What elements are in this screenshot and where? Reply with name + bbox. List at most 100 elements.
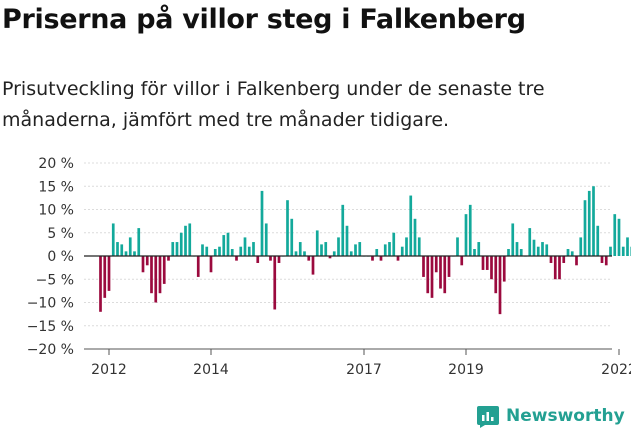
- bar: [218, 246, 221, 256]
- bar: [298, 242, 302, 256]
- bar: [162, 256, 166, 284]
- bar: [575, 256, 578, 266]
- bar: [337, 237, 340, 256]
- bar: [579, 237, 583, 256]
- bar: [558, 256, 561, 280]
- bar: [260, 190, 264, 256]
- bar: [396, 256, 400, 261]
- bar: [375, 249, 379, 256]
- bar: [443, 256, 447, 294]
- bar: [158, 256, 162, 294]
- bar: [264, 223, 268, 256]
- x-tick-label: 2019: [448, 362, 484, 378]
- brand-name: Newsworthy: [506, 406, 625, 426]
- bar: [120, 244, 124, 257]
- chart-labels: 20 % 15 % 10 % 5 % 0 % −5 % −10 % −15 % −20 % 201…: [27, 156, 631, 378]
- bar: [417, 237, 421, 256]
- bar: [485, 256, 489, 270]
- bar: [473, 249, 476, 256]
- bar: [269, 256, 272, 261]
- bar: [303, 251, 306, 256]
- bar: [201, 244, 204, 257]
- bar: [349, 251, 353, 256]
- bar: [490, 256, 493, 280]
- price-change-chart: 20 % 15 % 10 % 5 % 0 % −5 % −10 % −15 % −20 % 201…: [27, 156, 631, 378]
- bar: [320, 244, 323, 257]
- newsworthy-chart-bubble-icon: [477, 406, 499, 428]
- bar: [502, 256, 506, 282]
- bar: [128, 237, 132, 256]
- bar: [205, 246, 209, 256]
- bar: [439, 256, 442, 289]
- page-title: Priserna på villor steg i Falkenberg: [2, 4, 526, 35]
- bar: [460, 256, 464, 266]
- bar: [315, 230, 319, 256]
- bar: [400, 246, 404, 256]
- bar: [515, 242, 519, 256]
- x-tick-label: 2014: [193, 362, 229, 378]
- bar: [196, 256, 200, 277]
- bar: [477, 242, 481, 256]
- bar: [107, 256, 111, 291]
- bar: [311, 256, 315, 275]
- bar: [290, 218, 294, 256]
- bar: [226, 232, 230, 256]
- bar: [553, 256, 557, 280]
- bar: [150, 256, 153, 294]
- bar: [383, 244, 387, 257]
- bar: [600, 256, 604, 263]
- bar: [468, 204, 472, 256]
- bar: [519, 249, 523, 256]
- bar: [507, 249, 510, 256]
- bar: [481, 256, 485, 270]
- bar: [133, 251, 136, 256]
- y-tick-label: −15 %: [27, 319, 74, 335]
- bar: [426, 256, 430, 294]
- bar: [613, 214, 617, 256]
- newsworthy-logo[interactable]: Newsworthy: [476, 404, 625, 428]
- bar: [307, 256, 311, 261]
- bar: [243, 237, 247, 256]
- x-tick-label: 2012: [91, 362, 127, 378]
- bar: [154, 256, 158, 303]
- bar: [405, 237, 408, 256]
- bar: [167, 256, 170, 261]
- bar: [137, 228, 141, 256]
- bar: [562, 256, 566, 263]
- bar: [464, 214, 468, 256]
- bar: [179, 232, 183, 256]
- bar: [447, 256, 451, 277]
- bar: [213, 249, 217, 256]
- x-tick-label: 2017: [346, 362, 382, 378]
- bar: [230, 249, 234, 256]
- bar: [604, 256, 608, 266]
- bar: [247, 246, 251, 256]
- bar: [294, 251, 298, 256]
- bar: [116, 242, 119, 256]
- bar: [549, 256, 553, 263]
- x-tick-label: 2022: [601, 362, 631, 378]
- bar: [392, 232, 396, 256]
- bar: [345, 225, 349, 256]
- bar: [494, 256, 498, 294]
- bar: [617, 218, 621, 256]
- bar: [583, 200, 587, 256]
- bar: [596, 225, 600, 256]
- bar: [286, 200, 289, 256]
- y-tick-label: 10 %: [38, 203, 74, 219]
- bar: [354, 244, 357, 257]
- bar: [371, 256, 374, 261]
- bar: [536, 246, 540, 256]
- bar: [184, 225, 187, 256]
- bar: [434, 256, 438, 273]
- chart-axes: [84, 255, 620, 355]
- bar: [273, 256, 277, 310]
- bar: [532, 239, 536, 256]
- bar: [341, 204, 345, 256]
- bar: [379, 256, 383, 261]
- bar: [175, 242, 179, 256]
- bar: [252, 242, 255, 256]
- bar: [239, 246, 243, 256]
- bar: [209, 256, 213, 273]
- bar: [609, 246, 612, 256]
